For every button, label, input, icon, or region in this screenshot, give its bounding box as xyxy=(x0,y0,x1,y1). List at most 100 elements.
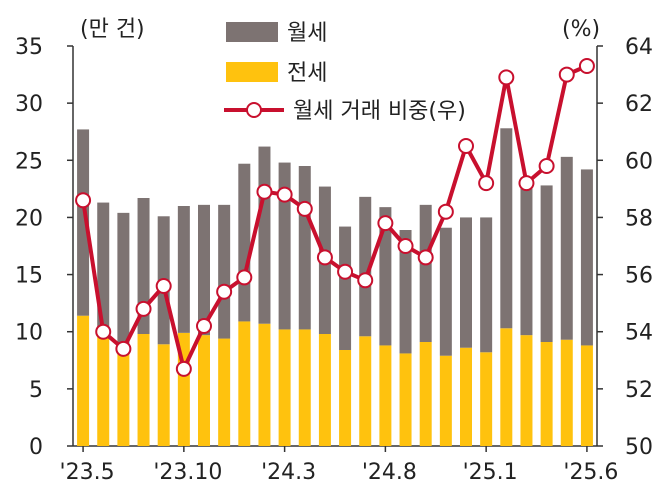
bar-wolse xyxy=(399,230,412,354)
bar-jeonse xyxy=(359,336,372,446)
ratio-point xyxy=(216,283,233,300)
x-tick-label: '23.10 xyxy=(153,460,222,485)
x-tick-label: '25.6 xyxy=(563,460,618,485)
bar-jeonse xyxy=(77,315,90,446)
legend-label-ratio: 월세 거래 비중(우) xyxy=(293,99,466,124)
right-tick-label: 64 xyxy=(625,35,653,60)
ratio-point xyxy=(155,278,172,294)
bar-jeonse xyxy=(379,345,392,446)
bar-jeonse xyxy=(137,334,150,446)
bar-wolse xyxy=(238,163,251,322)
bar-jeonse xyxy=(439,355,452,446)
x-tick-label: '23.5 xyxy=(60,460,115,485)
x-tick-label: '24.3 xyxy=(261,460,316,485)
ratio-point xyxy=(236,269,253,286)
ratio-point xyxy=(337,263,354,280)
ratio-point xyxy=(115,340,132,357)
ratio-point xyxy=(296,200,313,217)
bar-jeonse xyxy=(540,342,553,446)
bar-wolse xyxy=(339,226,352,350)
legend-swatch-jeonse xyxy=(226,62,278,82)
line-series xyxy=(75,58,595,377)
bar-wolse xyxy=(218,204,231,339)
ratio-point xyxy=(75,192,92,209)
right-unit-label: (%) xyxy=(562,17,600,42)
ratio-point xyxy=(538,158,555,174)
legend-marker-ratio xyxy=(246,102,262,118)
bar-wolse xyxy=(500,128,513,329)
right-tick-label: 54 xyxy=(625,321,653,346)
bar-wolse xyxy=(560,156,573,340)
bar-jeonse xyxy=(198,335,210,446)
bar-wolse xyxy=(359,196,372,337)
ratio-point xyxy=(357,272,374,289)
x-tick-label: '24.8 xyxy=(362,460,417,485)
bar-jeonse xyxy=(278,329,291,446)
ratio-point xyxy=(377,215,394,232)
left-tick-label: 25 xyxy=(15,149,43,174)
bar-jeonse xyxy=(399,353,412,446)
bar-wolse xyxy=(117,212,130,348)
legend-label-jeonse: 전세 xyxy=(287,61,327,86)
bar-jeonse xyxy=(500,328,513,446)
right-tick-label: 56 xyxy=(625,264,653,289)
left-tick-label: 30 xyxy=(15,92,43,117)
left-unit-label: (만 건) xyxy=(80,17,145,42)
bar-wolse xyxy=(379,207,392,346)
left-tick-label: 5 xyxy=(29,378,43,403)
bar-wolse xyxy=(580,169,593,346)
x-tick-label: '25.1 xyxy=(463,460,518,485)
bar-jeonse xyxy=(258,323,271,446)
ratio-point xyxy=(478,175,495,192)
ratio-point xyxy=(518,175,535,192)
bar-wolse xyxy=(460,217,472,348)
ratio-point xyxy=(256,183,273,200)
ratio-point xyxy=(397,238,414,254)
bar-jeonse xyxy=(298,329,311,446)
ratio-point xyxy=(175,360,192,377)
bar-wolse xyxy=(520,177,533,336)
bar-wolse xyxy=(480,217,493,353)
bar-jeonse xyxy=(419,342,432,446)
ratio-line xyxy=(81,64,588,371)
bar-wolse xyxy=(177,206,190,333)
bar-wolse xyxy=(77,129,90,316)
ratio-point xyxy=(95,323,112,340)
left-tick-label: 35 xyxy=(15,35,43,60)
bar-wolse xyxy=(278,162,291,330)
right-tick-label: 62 xyxy=(625,92,653,117)
left-tick-label: 20 xyxy=(15,206,43,231)
bar-jeonse xyxy=(117,347,130,446)
right-tick-label: 52 xyxy=(625,378,653,403)
bar-jeonse xyxy=(157,344,170,446)
ratio-point xyxy=(196,318,212,334)
ratio-point xyxy=(498,69,515,86)
bar-jeonse xyxy=(460,347,472,446)
bar-jeonse xyxy=(97,330,110,446)
bar-jeonse xyxy=(218,338,231,446)
bar-wolse xyxy=(419,204,432,342)
bar-wolse xyxy=(258,146,271,324)
labels: (만 건) (%) xyxy=(80,17,600,42)
bar-jeonse xyxy=(339,350,352,446)
bar-wolse xyxy=(540,185,553,342)
bar-wolse xyxy=(198,204,210,336)
right-tick-label: 50 xyxy=(625,435,653,460)
legend-label-wolse: 월세 xyxy=(287,21,327,46)
bar-wolse xyxy=(97,202,110,331)
ratio-point xyxy=(437,203,454,220)
bar-jeonse xyxy=(580,345,593,446)
bar-jeonse xyxy=(480,352,493,446)
ratio-point xyxy=(135,300,152,317)
bar-jeonse xyxy=(238,321,251,446)
bar-jeonse xyxy=(560,339,573,446)
left-tick-label: 0 xyxy=(29,435,43,460)
bar-wolse xyxy=(137,198,150,334)
bar-jeonse xyxy=(318,334,331,446)
legend-swatch-wolse xyxy=(226,22,278,42)
left-tick-label: 15 xyxy=(15,264,43,289)
right-tick-label: 58 xyxy=(625,206,653,231)
bar-jeonse xyxy=(520,335,533,446)
ratio-point xyxy=(458,138,474,154)
